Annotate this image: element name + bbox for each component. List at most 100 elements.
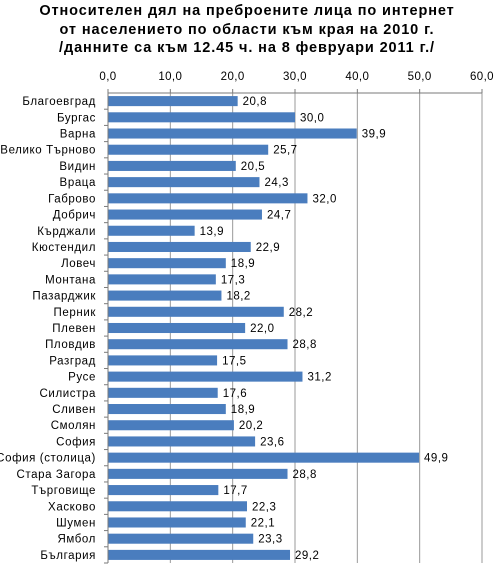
bars: [104, 93, 420, 564]
bar: [108, 533, 254, 544]
bar: [108, 241, 251, 252]
data-label: 28,8: [293, 469, 317, 481]
data-label: 20,8: [243, 96, 267, 108]
bar: [108, 468, 288, 479]
data-label: 24,3: [264, 177, 288, 189]
data-label: 20,2: [239, 420, 263, 432]
bar: [108, 339, 288, 350]
category-labels: Благоевград Бургас Варна Велико Търново Види…: [0, 96, 96, 562]
chart-title: Относителен дял на преброените лица по и…: [0, 2, 494, 58]
x-tick-label: 60,0: [470, 71, 494, 83]
bar: [108, 485, 219, 496]
x-tick-label: 30,0: [283, 71, 307, 83]
data-label: 39,9: [362, 129, 386, 141]
category-label: Ямбол: [57, 534, 96, 546]
x-tick-label: 0,0: [99, 71, 116, 83]
x-tick-label: 50,0: [408, 71, 432, 83]
category-label: Разград: [49, 355, 96, 367]
category-label: Ловеч: [61, 258, 96, 270]
category-label: Плевен: [52, 323, 96, 335]
category-label: Русе: [68, 372, 96, 384]
data-label: 17,6: [223, 388, 247, 400]
category-label: Монтана: [45, 274, 96, 286]
category-label: Хасково: [48, 501, 96, 513]
bar: [108, 258, 226, 269]
data-label: 22,0: [250, 323, 274, 335]
bar: [108, 517, 246, 528]
category-label: Велико Търново: [0, 145, 96, 157]
bar: [108, 274, 216, 285]
category-label: Стара Загора: [17, 469, 97, 481]
category-label: България: [40, 550, 96, 562]
category-label: Търговище: [31, 485, 96, 497]
data-label: 28,2: [289, 307, 313, 319]
data-label: 29,2: [295, 550, 319, 562]
bar: [108, 549, 291, 560]
category-label: Благоевград: [22, 96, 96, 108]
bar: [108, 306, 284, 317]
bar: [108, 112, 295, 123]
data-label: 24,7: [267, 210, 291, 222]
bar: [108, 420, 234, 431]
category-label: Варна: [60, 129, 96, 141]
category-label: Габрово: [48, 193, 96, 205]
data-label: 31,2: [307, 372, 331, 384]
data-label: 22,9: [256, 242, 280, 254]
bar: [108, 404, 226, 415]
bar: [108, 355, 218, 366]
data-label: 30,0: [300, 112, 324, 124]
category-label: Сливен: [52, 404, 96, 416]
bar: [108, 225, 195, 236]
category-label: Пловдив: [45, 339, 96, 351]
category-label: Враца: [60, 177, 96, 189]
x-axis-ticks: 0,0 10,0 20,0 30,0 40,0 50,0 60,0: [99, 71, 494, 83]
data-label: 13,9: [200, 226, 224, 238]
chart-title-line-1: Относителен дял на преброените лица по и…: [39, 3, 455, 19]
bar: [108, 177, 260, 188]
category-label: Силистра: [40, 388, 96, 400]
bar: [108, 322, 246, 334]
category-label: Пазарджик: [32, 291, 96, 303]
bar: [108, 160, 236, 171]
bar: [108, 144, 269, 155]
data-label: 22,3: [252, 501, 276, 513]
data-label: 25,7: [273, 145, 297, 157]
bar: [108, 436, 256, 447]
category-label: Бургас: [57, 112, 96, 124]
bar: [108, 290, 222, 301]
x-tick-label: 20,0: [221, 71, 245, 83]
category-label: Добрич: [53, 210, 96, 222]
data-label: 32,0: [312, 193, 336, 205]
data-label: 28,8: [293, 339, 317, 351]
data-label: 17,7: [223, 485, 247, 497]
category-label: София: [56, 436, 96, 448]
value-labels: 20,8 30,0 39,9 25,7 20,5 24,3 32,0 24,7 13,9 22,9…: [200, 96, 448, 562]
chart-title-line-3: /данните са към 12.45 ч. на 8 февруари 2…: [59, 40, 435, 56]
bar: [108, 193, 308, 204]
bar: [108, 501, 248, 512]
bar: [108, 371, 303, 382]
data-label: 18,9: [231, 258, 255, 270]
bar: [108, 96, 238, 107]
data-label: 23,6: [260, 436, 284, 448]
category-label: Перник: [54, 307, 97, 319]
category-label: Кюстендил: [32, 242, 96, 254]
bar: [108, 387, 218, 398]
category-label: Видин: [59, 161, 96, 173]
x-tick-label: 10,0: [158, 71, 182, 83]
data-label: 49,9: [424, 453, 448, 465]
category-label: София (столица): [0, 453, 96, 465]
category-label: Шумен: [56, 517, 96, 529]
data-label: 18,9: [231, 404, 255, 416]
x-tick-label: 40,0: [345, 71, 369, 83]
category-label: Смолян: [51, 420, 96, 432]
data-label: 18,2: [226, 291, 250, 303]
category-label: Кърджали: [37, 226, 96, 238]
data-label: 17,3: [221, 274, 245, 286]
data-label: 17,5: [222, 355, 246, 367]
bar: [108, 128, 357, 139]
data-label: 23,3: [258, 534, 282, 546]
data-label: 22,1: [251, 517, 275, 529]
chart-title-line-2: от населението по области към края на 20…: [59, 21, 435, 38]
